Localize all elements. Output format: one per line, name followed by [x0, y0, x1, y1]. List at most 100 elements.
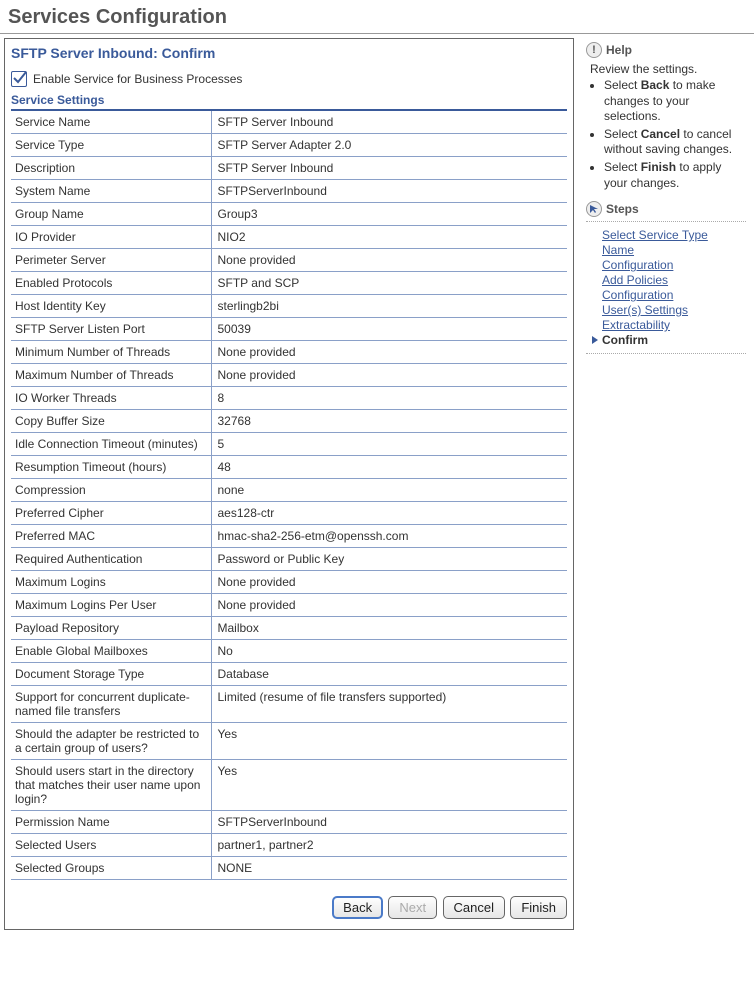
table-row: IO Worker Threads8 — [11, 387, 567, 410]
cancel-button[interactable]: Cancel — [443, 896, 505, 919]
setting-label: Should the adapter be restricted to a ce… — [11, 723, 211, 760]
step-link[interactable]: Select Service Type — [602, 228, 746, 242]
page-title: Services Configuration — [0, 0, 754, 34]
setting-value: SFTP Server Inbound — [211, 157, 567, 180]
setting-label: Group Name — [11, 203, 211, 226]
setting-value: SFTP Server Inbound — [211, 111, 567, 134]
setting-label: IO Worker Threads — [11, 387, 211, 410]
setting-value: 5 — [211, 433, 567, 456]
back-button[interactable]: Back — [332, 896, 383, 919]
setting-label: Minimum Number of Threads — [11, 341, 211, 364]
setting-value: Yes — [211, 723, 567, 760]
checkmark-icon — [11, 71, 27, 87]
setting-label: Enable Global Mailboxes — [11, 640, 211, 663]
table-row: Preferred Cipheraes128-ctr — [11, 502, 567, 525]
step-link[interactable]: Configuration — [602, 288, 746, 302]
setting-label: Selected Groups — [11, 857, 211, 880]
table-row: SFTP Server Listen Port50039 — [11, 318, 567, 341]
table-row: Payload RepositoryMailbox — [11, 617, 567, 640]
table-row: Permission NameSFTPServerInbound — [11, 811, 567, 834]
step-current: Confirm — [592, 333, 746, 347]
settings-table: Service NameSFTP Server InboundService T… — [11, 111, 567, 880]
setting-value: NIO2 — [211, 226, 567, 249]
help-heading: ! Help — [586, 42, 746, 58]
setting-value: hmac-sha2-256-etm@openssh.com — [211, 525, 567, 548]
help-item: Select Cancel to cancel without saving c… — [604, 127, 746, 158]
step-link[interactable]: Configuration — [602, 258, 746, 272]
setting-label: Resumption Timeout (hours) — [11, 456, 211, 479]
setting-value: None provided — [211, 364, 567, 387]
setting-value: partner1, partner2 — [211, 834, 567, 857]
table-row: Enabled ProtocolsSFTP and SCP — [11, 272, 567, 295]
table-row: Minimum Number of ThreadsNone provided — [11, 341, 567, 364]
step-link[interactable]: User(s) Settings — [602, 303, 746, 317]
table-row: IO ProviderNIO2 — [11, 226, 567, 249]
setting-value: 50039 — [211, 318, 567, 341]
table-row: Group NameGroup3 — [11, 203, 567, 226]
table-row: Perimeter ServerNone provided — [11, 249, 567, 272]
arrow-right-icon — [592, 336, 598, 344]
setting-value: NONE — [211, 857, 567, 880]
table-row: Enable Global MailboxesNo — [11, 640, 567, 663]
cursor-icon — [586, 201, 602, 217]
table-row: Copy Buffer Size32768 — [11, 410, 567, 433]
step-link[interactable]: Name — [602, 243, 746, 257]
setting-label: Description — [11, 157, 211, 180]
setting-label: Service Name — [11, 111, 211, 134]
setting-value: None provided — [211, 249, 567, 272]
table-row: DescriptionSFTP Server Inbound — [11, 157, 567, 180]
table-row: Maximum LoginsNone provided — [11, 571, 567, 594]
setting-value: Group3 — [211, 203, 567, 226]
setting-value: Mailbox — [211, 617, 567, 640]
setting-value: 32768 — [211, 410, 567, 433]
setting-value: None provided — [211, 341, 567, 364]
service-settings-header: Service Settings — [11, 93, 567, 111]
setting-label: IO Provider — [11, 226, 211, 249]
steps-heading: Steps — [586, 201, 746, 217]
setting-label: Perimeter Server — [11, 249, 211, 272]
setting-value: SFTPServerInbound — [211, 180, 567, 203]
panel-title: SFTP Server Inbound: Confirm — [11, 45, 567, 61]
step-link[interactable]: Extractability — [602, 318, 746, 332]
setting-value: 8 — [211, 387, 567, 410]
step-link[interactable]: Add Policies — [602, 273, 746, 287]
table-row: Should users start in the directory that… — [11, 760, 567, 811]
setting-label: Payload Repository — [11, 617, 211, 640]
setting-value: SFTPServerInbound — [211, 811, 567, 834]
setting-value: 48 — [211, 456, 567, 479]
setting-value: No — [211, 640, 567, 663]
table-row: Service NameSFTP Server Inbound — [11, 111, 567, 134]
setting-value: Yes — [211, 760, 567, 811]
table-row: Maximum Logins Per UserNone provided — [11, 594, 567, 617]
setting-label: Preferred MAC — [11, 525, 211, 548]
setting-label: Maximum Logins — [11, 571, 211, 594]
side-panel: ! Help Review the settings. Select Back … — [574, 34, 754, 930]
table-row: System NameSFTPServerInbound — [11, 180, 567, 203]
setting-label: System Name — [11, 180, 211, 203]
help-item: Select Finish to apply your changes. — [604, 160, 746, 191]
setting-label: Should users start in the directory that… — [11, 760, 211, 811]
enable-service-label: Enable Service for Business Processes — [33, 72, 242, 86]
setting-label: Host Identity Key — [11, 295, 211, 318]
setting-label: Service Type — [11, 134, 211, 157]
info-icon: ! — [586, 42, 602, 58]
table-row: Maximum Number of ThreadsNone provided — [11, 364, 567, 387]
table-row: Selected GroupsNONE — [11, 857, 567, 880]
setting-value: SFTP and SCP — [211, 272, 567, 295]
setting-value: sterlingb2bi — [211, 295, 567, 318]
table-row: Idle Connection Timeout (minutes)5 — [11, 433, 567, 456]
button-bar: Back Next Cancel Finish — [11, 896, 567, 919]
enable-service-checkbox-row[interactable]: Enable Service for Business Processes — [11, 71, 567, 87]
table-row: Host Identity Keysterlingb2bi — [11, 295, 567, 318]
table-row: Compressionnone — [11, 479, 567, 502]
help-intro: Review the settings. — [590, 62, 746, 76]
table-row: Document Storage TypeDatabase — [11, 663, 567, 686]
setting-label: SFTP Server Listen Port — [11, 318, 211, 341]
help-title: Help — [606, 43, 632, 57]
setting-value: SFTP Server Adapter 2.0 — [211, 134, 567, 157]
main-panel: SFTP Server Inbound: Confirm Enable Serv… — [4, 38, 574, 930]
finish-button[interactable]: Finish — [510, 896, 567, 919]
setting-value: None provided — [211, 594, 567, 617]
setting-label: Support for concurrent duplicate-named f… — [11, 686, 211, 723]
setting-label: Maximum Logins Per User — [11, 594, 211, 617]
